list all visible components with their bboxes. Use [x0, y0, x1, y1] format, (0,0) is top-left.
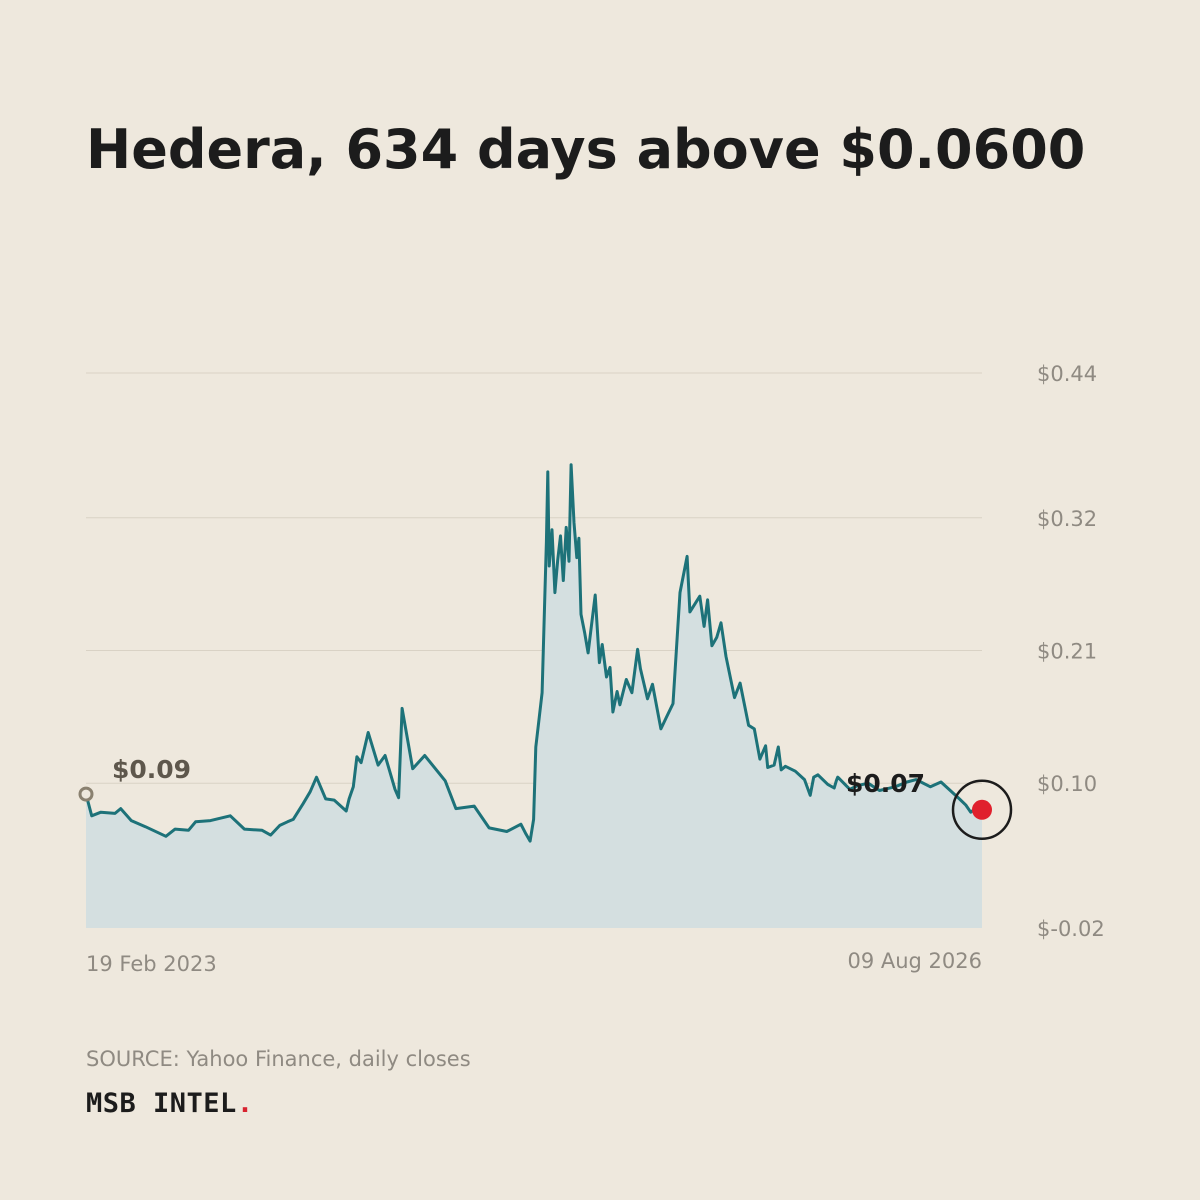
brand-logo: MSB INTEL. [86, 1088, 254, 1119]
x-tick-label-start: 19 Feb 2023 [86, 952, 217, 976]
y-tick-label: $0.44 [1037, 362, 1097, 386]
end-marker-ring [951, 779, 1013, 841]
y-tick-label: $0.32 [1037, 507, 1097, 531]
source-note: SOURCE: Yahoo Finance, daily closes [86, 1047, 471, 1071]
brand-name: MSB INTEL [86, 1088, 237, 1119]
start-value-label: $0.09 [112, 755, 191, 784]
price-line [84, 463, 984, 843]
end-marker-dot [972, 799, 992, 820]
start-marker [78, 786, 94, 802]
brand-dot: . [236, 1088, 254, 1119]
y-tick-label: $0.21 [1037, 640, 1097, 664]
markers: $0.09 $0.07 [78, 755, 1013, 841]
x-tick-label-end: 09 Aug 2026 [847, 949, 982, 973]
y-tick-label: $0.10 [1037, 772, 1097, 796]
gridlines [86, 372, 982, 784]
axis-labels: $-0.02 $0.10 $0.21 $0.32 $0.44 19 Feb 2023 09 … [86, 362, 1105, 976]
price-area [86, 464, 982, 928]
chart-title: Hedera, 634 days above $0.0600 [86, 118, 1086, 181]
end-value-label: $0.07 [846, 769, 925, 798]
y-tick-label: $-0.02 [1037, 917, 1105, 941]
